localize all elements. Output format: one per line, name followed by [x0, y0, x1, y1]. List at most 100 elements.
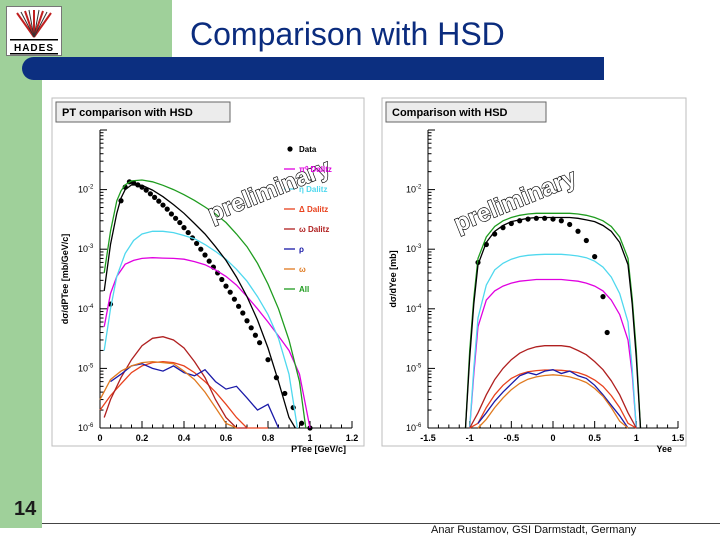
data-point: [194, 240, 200, 247]
y-tick-label: 10-6: [78, 423, 94, 433]
data-point: [160, 202, 166, 208]
series-line--dalitz-4: [469, 345, 637, 429]
y-tick-exponent: -6: [416, 423, 422, 429]
series-line-all-7: [464, 212, 642, 429]
data-point: [248, 325, 254, 331]
y-tick-exponent: -4: [416, 304, 422, 310]
x-tick-label: 0: [550, 433, 555, 443]
data-point: [168, 211, 174, 217]
series-line--dalitz-2: [103, 230, 299, 429]
data-point: [143, 187, 149, 193]
chart-title: Comparison with HSD: [392, 107, 508, 119]
data-point: [592, 254, 598, 260]
y-tick-label: 10-5: [78, 363, 94, 373]
x-tick-label: -1.5: [420, 433, 436, 443]
title-underline-bar: [22, 57, 604, 80]
y-tick-label: 10-6: [406, 423, 422, 433]
data-point: [219, 276, 225, 283]
x-tick-label: 0.6: [220, 433, 233, 443]
series-line--dalitz-1: [469, 278, 637, 429]
x-axis-label: Yee: [656, 444, 672, 454]
legend-label: ω Dalitz: [299, 225, 329, 234]
data-point: [244, 318, 250, 324]
y-tick-exponent: -3: [416, 244, 422, 250]
x-tick-label: -0.5: [504, 433, 520, 443]
data-point: [181, 225, 187, 231]
series-line--dalitz-3: [99, 360, 268, 429]
y-axis-label: dσ/dPTee [mb/GeV/c]: [60, 234, 70, 325]
chart-title: PT comparison with HSD: [62, 107, 193, 119]
data-point: [257, 340, 263, 346]
y-tick-exponent: -2: [88, 185, 94, 191]
y-axis-label: dσ/dYee [mb]: [388, 250, 398, 307]
slide-title: Comparison with HSD: [190, 16, 505, 52]
legend-label: Data: [299, 145, 317, 154]
data-point: [604, 329, 610, 336]
x-axis-label: PTee [GeV/c]: [291, 444, 346, 454]
data-point: [152, 194, 158, 200]
chart-title-box: [55, 101, 231, 123]
y-tick-label: 10-5: [406, 363, 422, 373]
chart-2: 10-6 10-5 10-4 10-3 10-2: [381, 97, 687, 447]
data-point: [236, 303, 242, 309]
y-tick-exponent: -2: [416, 185, 422, 191]
data-point: [223, 283, 229, 289]
data-point: [265, 357, 271, 363]
y-tick-exponent: -5: [416, 363, 422, 369]
footer-text: Anar Rustamov, GSI Darmstadt, Germany: [431, 524, 637, 536]
data-point: [131, 180, 137, 186]
y-tick-label: 10-2: [78, 185, 94, 195]
data-point: [542, 215, 548, 221]
x-tick-label: 1: [307, 433, 312, 443]
data-point: [299, 420, 305, 426]
data-point: [164, 206, 170, 212]
x-tick-label: 0.8: [262, 433, 275, 443]
data-point: [185, 229, 191, 236]
series-line-total-8: [464, 216, 642, 429]
series-line-all-7: [103, 179, 307, 429]
series-line---6: [99, 360, 237, 429]
legend-marker: [287, 146, 293, 152]
y-tick-exponent: -6: [88, 423, 94, 429]
data-point: [177, 219, 183, 226]
legend-label: π⁰ Dalitz: [299, 165, 332, 174]
chart-1: 10-610-510-410-310-2: [51, 97, 365, 447]
data-point: [173, 215, 179, 221]
page-number: 14: [14, 498, 37, 520]
legend-label: η Dalitz: [299, 185, 327, 194]
data-point: [583, 237, 589, 244]
footer-divider: [42, 523, 720, 524]
x-tick-label: 0.4: [178, 433, 191, 443]
data-point: [252, 332, 258, 338]
data-point: [202, 252, 208, 258]
data-point: [206, 258, 212, 264]
legend-label: ρ: [299, 245, 304, 254]
data-point: [147, 191, 153, 197]
data-point: [198, 246, 204, 252]
data-point: [600, 294, 606, 300]
series-line--dalitz-1: [103, 257, 311, 429]
data-point: [282, 390, 288, 397]
series-line---6: [477, 374, 629, 429]
logo-text: HADES: [13, 43, 54, 54]
data-point: [231, 296, 237, 302]
chart-frame: [381, 97, 687, 447]
legend-label: All: [299, 285, 309, 294]
y-tick-label: 10-4: [78, 304, 94, 314]
y-tick-exponent: -4: [88, 304, 94, 310]
y-tick-label: 10-2: [406, 185, 422, 195]
data-point: [567, 221, 573, 228]
series-line-total-8: [103, 184, 296, 429]
hades-logo-icon: [10, 9, 58, 55]
chart-frame: [51, 97, 365, 447]
data-point: [240, 310, 246, 316]
y-tick-label: 10-3: [406, 244, 422, 254]
y-tick-exponent: -5: [88, 363, 94, 369]
x-tick-label: 1.5: [672, 433, 685, 443]
series-line--dalitz-2: [469, 253, 637, 429]
data-point: [156, 198, 162, 204]
x-tick-label: 0: [97, 433, 102, 443]
y-tick-label: 10-4: [406, 304, 422, 314]
chart-title-box: [385, 101, 547, 123]
